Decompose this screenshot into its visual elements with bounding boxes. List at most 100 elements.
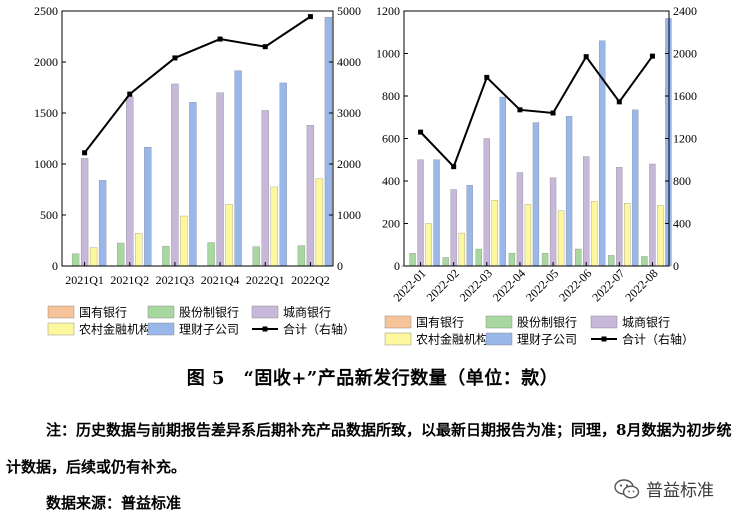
bar-2021Q1-农村金融机构	[89, 247, 98, 267]
bar-2022-01-理财子公司	[433, 159, 440, 267]
total-point-2022-06	[583, 54, 589, 60]
legend-label: 农村金融机构	[79, 322, 151, 337]
legend-label: 合计（右轴）	[622, 332, 694, 347]
bar-2022-06-农村金融机构	[591, 201, 598, 267]
bar-2022-05-农村金融机构	[557, 210, 565, 267]
bar-2022Q2-理财子公司	[324, 16, 333, 267]
total-line	[83, 15, 311, 154]
x-tick-label: 2022-08	[622, 266, 660, 304]
legend-swatch	[251, 305, 279, 319]
y2-tick-label: 2000	[673, 47, 697, 61]
bar-2022-03-理财子公司	[499, 96, 506, 267]
x-tick-label: 2022-05	[523, 266, 561, 304]
y-tick-label: 500	[40, 208, 58, 222]
total-point-2022-01	[418, 129, 424, 135]
legend-swatch-marker	[601, 336, 607, 342]
legend-swatch	[590, 315, 618, 329]
y-tick-label: 1000	[34, 157, 58, 171]
bar-2022-05-城商银行	[549, 177, 557, 267]
total-point-2021Q1	[82, 150, 88, 156]
bar-2022-07-农村金融机构	[624, 203, 631, 267]
total-point-2022Q2	[307, 14, 313, 20]
y2-tick-label: 1000	[337, 208, 361, 222]
bar-2021Q4-股份制银行	[207, 242, 215, 267]
bar-2022-03-股份制银行	[475, 248, 482, 267]
y-tick-label: 2500	[34, 4, 58, 18]
y-tick-label: 1000	[376, 47, 400, 61]
watermark-text: 普益标准	[646, 481, 714, 501]
bar-2022-08-城商银行	[649, 163, 656, 267]
bar-2021Q3-城商银行	[171, 83, 179, 267]
y-tick-label: 200	[382, 217, 400, 231]
y2-tick-label: 0	[673, 259, 679, 273]
bar-2022-02-股份制银行	[442, 257, 449, 267]
legend-label: 合计（右轴）	[283, 322, 355, 337]
y2-tick-label: 1600	[673, 89, 697, 103]
legend-label: 城商银行	[622, 315, 670, 330]
bar-2021Q1-城商银行	[80, 158, 89, 267]
legend-swatch	[147, 305, 175, 319]
y2-tick-label: 3000	[337, 106, 361, 120]
legend-swatch	[47, 322, 75, 336]
legend-label: 城商银行	[283, 305, 331, 320]
total-point-2022-04	[517, 107, 523, 113]
wechat-icon	[614, 478, 640, 499]
legend-label: 理财子公司	[179, 323, 239, 337]
bar-2022-03-农村金融机构	[491, 199, 498, 267]
bar-2022-03-城商银行	[483, 138, 490, 267]
bar-2022-04-理财子公司	[532, 122, 540, 267]
bar-2022-07-股份制银行	[608, 255, 615, 267]
legend-swatch-marker	[262, 326, 268, 332]
bar-2022-06-城商银行	[583, 156, 590, 267]
figure-caption: 图 5 “固收+”产品新发行数量（单位：款）	[186, 368, 559, 389]
bar-2022-01-农村金融机构	[425, 223, 432, 267]
total-point-2021Q2	[127, 91, 133, 97]
y-tick-label: 600	[382, 132, 400, 146]
chart-2: 0 200 400 600 800 1000 1200 0 400 800 1200 1600 2000…	[376, 4, 697, 347]
x-tick-label: 2022Q1	[246, 273, 285, 287]
bar-2022-08-农村金融机构	[657, 205, 664, 267]
bar-2022Q1-城商银行	[261, 110, 269, 267]
y2-tick-label: 2000	[337, 157, 361, 171]
bar-2022-05-理财子公司	[565, 116, 573, 267]
bar-2022Q2-城商银行	[306, 125, 315, 267]
chart-note: 注：历史数据与前期报告差异系后期补充产品数据所致，以最新日期报告为准；同理，8月…	[6, 421, 732, 476]
bar-2022-07-理财子公司	[632, 109, 639, 267]
legend-label: 国有银行	[416, 316, 464, 330]
bar-2021Q2-城商银行	[126, 96, 134, 267]
total-point-2022-07	[616, 99, 622, 105]
charts-area: 0500100015002000250001000200030004000500…	[34, 4, 697, 347]
x-tick-label: 2021Q2	[110, 273, 149, 287]
y-tick-label: 0	[52, 259, 58, 273]
bar-2021Q2-理财子公司	[144, 147, 152, 267]
y2-tick-label: 1200	[673, 132, 697, 146]
y-tick-label: 1200	[376, 4, 400, 18]
legend-swatch	[147, 322, 175, 336]
bar-2021Q2-农村金融机构	[135, 233, 143, 267]
total-line	[419, 54, 654, 169]
bar-2021Q4-理财子公司	[234, 70, 242, 267]
bar-2021Q4-农村金融机构	[225, 204, 233, 267]
x-tick-label: 2022Q2	[291, 273, 330, 287]
bar-2022Q2-股份制银行	[297, 245, 306, 267]
legend-swatch	[384, 332, 412, 346]
plot-frame	[61, 10, 334, 267]
bar-2022-04-股份制银行	[508, 253, 516, 267]
bar-2022-04-农村金融机构	[524, 204, 532, 267]
bar-2021Q3-股份制银行	[162, 245, 170, 267]
legend-label: 国有银行	[79, 306, 127, 320]
x-tick-label: 2022-02	[424, 266, 462, 304]
total-point-2022-08	[649, 53, 655, 59]
legend-swatch	[485, 332, 513, 346]
y2-tick-label: 5000	[337, 4, 361, 18]
bar-2021Q3-农村金融机构	[180, 215, 188, 267]
bar-2021Q1-股份制银行	[71, 253, 80, 267]
y2-tick-label: 2400	[673, 4, 697, 18]
y2-tick-label: 0	[337, 259, 343, 273]
bar-2022Q1-理财子公司	[279, 82, 287, 267]
total-point-2022-05	[550, 110, 556, 116]
bar-2022Q1-农村金融机构	[270, 186, 278, 267]
legend-label: 股份制银行	[179, 306, 239, 320]
x-tick-label: 2022-07	[589, 266, 627, 304]
x-tick-label: 2021Q3	[156, 273, 195, 287]
